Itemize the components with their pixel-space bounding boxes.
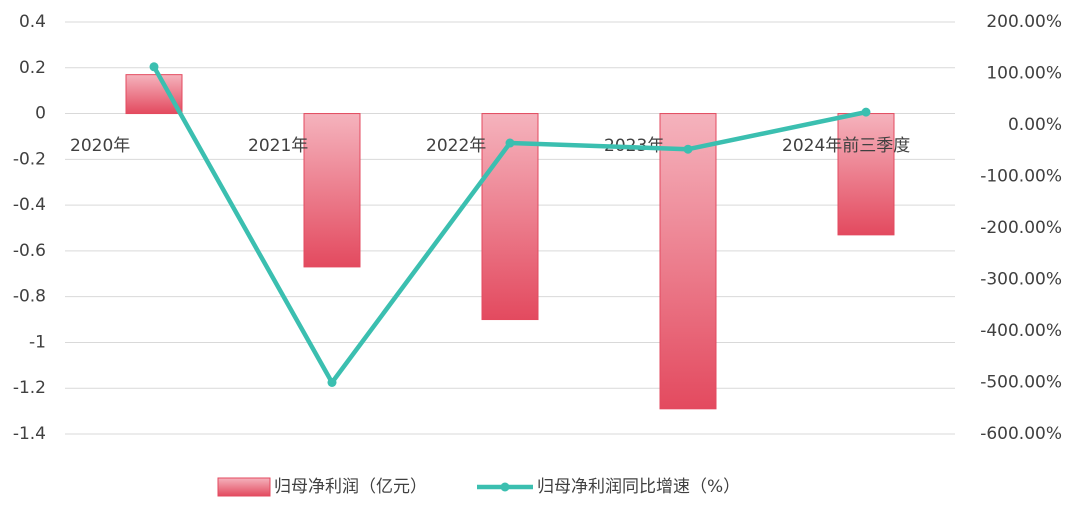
y-tick-label: 0 — [35, 104, 46, 124]
y2-tick-label: 100.00% — [986, 64, 1062, 84]
legend-marker — [500, 482, 510, 492]
y-tick-label: -0.8 — [13, 287, 46, 307]
x-tick-label: 2022年 — [426, 136, 486, 156]
legend-label: 归母净利润（亿元） — [274, 477, 427, 497]
y-tick-label: -1 — [29, 332, 46, 352]
legend-swatch — [217, 477, 271, 497]
y-tick-label: -0.6 — [13, 241, 46, 261]
y2-tick-label: -300.00% — [980, 270, 1062, 290]
line-point — [861, 107, 871, 117]
y-tick-label: -0.2 — [13, 149, 46, 169]
line-point — [149, 62, 159, 72]
bar — [659, 113, 717, 410]
line-point — [505, 138, 515, 148]
y2-tick-label: 200.00% — [986, 12, 1062, 32]
y-tick-label: 0.4 — [19, 12, 46, 32]
line-point — [327, 378, 337, 387]
y-tick-label: -1.4 — [13, 424, 46, 444]
y-tick-label: -1.2 — [13, 378, 46, 398]
bar — [481, 113, 539, 321]
y2-tick-label: -200.00% — [980, 218, 1062, 238]
y-tick-label: 0.2 — [19, 58, 46, 78]
legend-label: 归母净利润同比增速（%） — [537, 477, 740, 497]
x-tick-label: 2024年前三季度 — [782, 136, 910, 156]
legend-item: 归母净利润（亿元） — [217, 477, 427, 497]
y2-tick-label: -600.00% — [980, 424, 1062, 444]
legend-item: 归母净利润同比增速（%） — [477, 477, 740, 497]
y2-tick-label: 0.00% — [1008, 115, 1062, 135]
y2-tick-label: -400.00% — [980, 321, 1062, 341]
bar — [837, 113, 895, 236]
line-point — [683, 144, 693, 154]
y2-tick-label: -100.00% — [980, 167, 1062, 187]
y-tick-label: -0.4 — [13, 195, 46, 215]
bar — [303, 113, 361, 268]
x-tick-label: 2020年 — [70, 136, 130, 156]
x-tick-label: 2021年 — [248, 136, 308, 156]
bar — [125, 74, 183, 115]
y2-tick-label: -500.00% — [980, 373, 1062, 393]
